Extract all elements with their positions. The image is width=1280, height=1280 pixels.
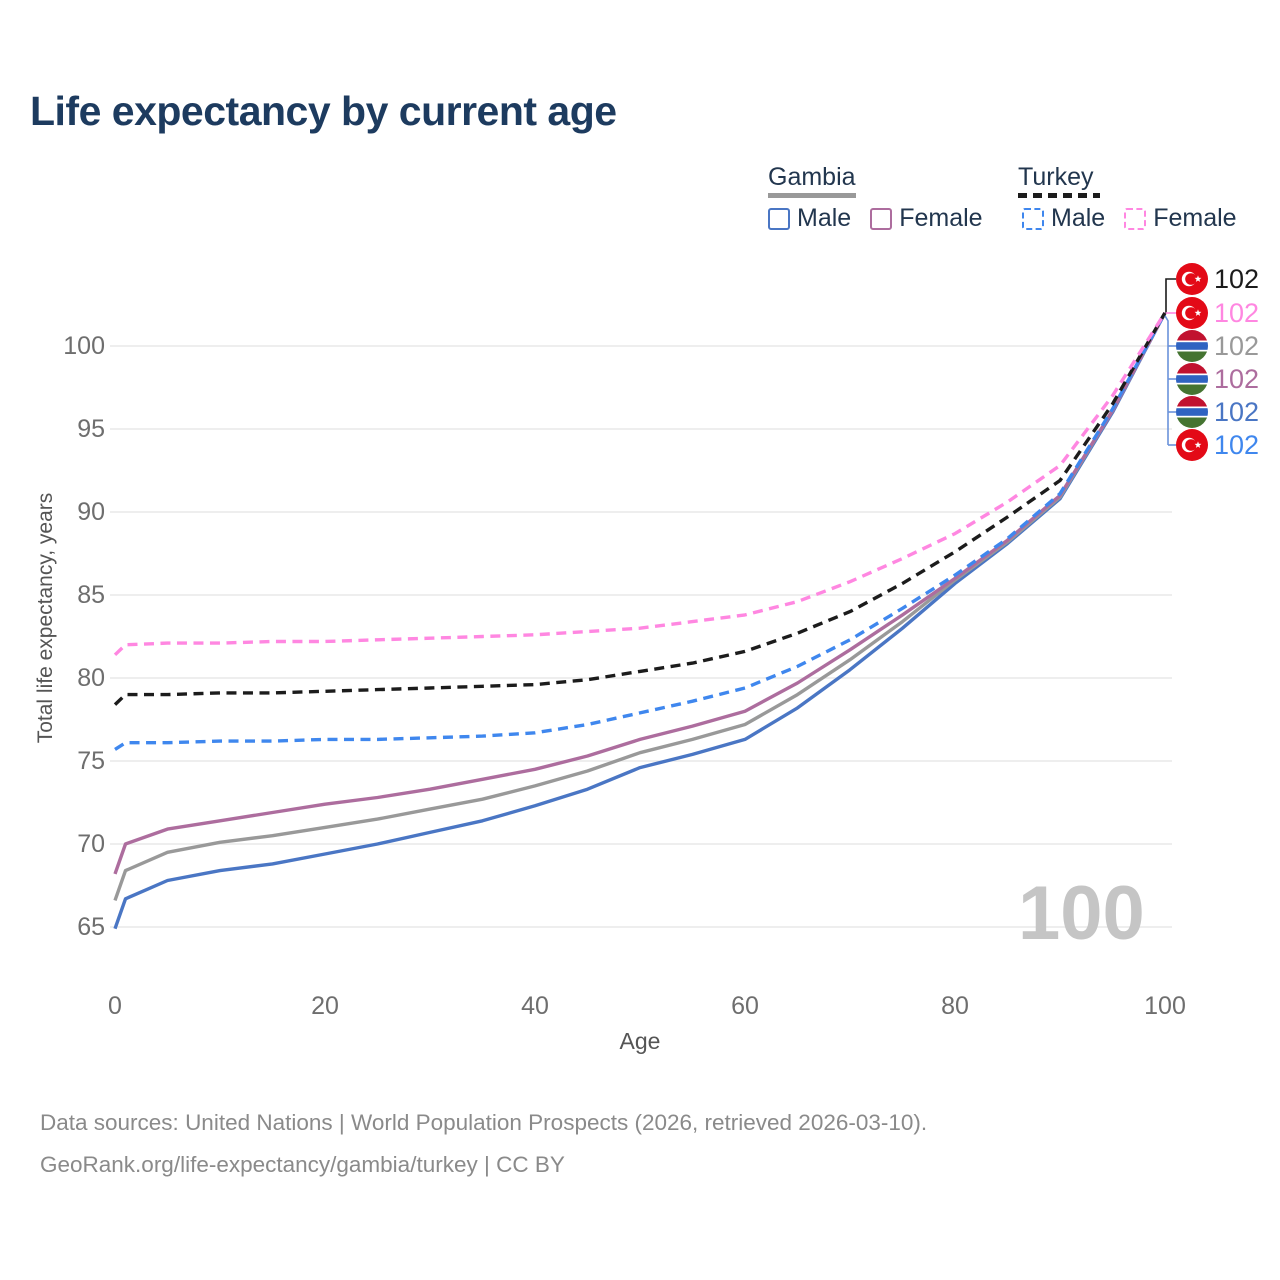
legend-row-turkey: Male Female <box>1022 204 1237 233</box>
age-counter-watermark: 100 <box>1018 871 1145 956</box>
y-tick-label: 85 <box>77 581 105 609</box>
source-line-2: GeoRank.org/life-expectancy/gambia/turke… <box>40 1152 565 1177</box>
connector-top <box>1165 278 1176 313</box>
turkey-male-swatch-icon[interactable] <box>1022 207 1044 230</box>
end-label-value: 102 <box>1214 331 1259 361</box>
legend-label-turkey-female[interactable]: Female <box>1153 204 1237 232</box>
x-tick-label: 60 <box>731 992 759 1020</box>
end-label-value: 102 <box>1214 397 1259 427</box>
x-tick-label: 40 <box>521 992 549 1020</box>
source-line-1: Data sources: United Nations | World Pop… <box>40 1110 928 1135</box>
legend-group-turkey[interactable]: Turkey <box>1018 163 1094 191</box>
series-turkey-male[interactable] <box>114 311 1167 751</box>
y-tick-label: 90 <box>77 498 105 526</box>
gambia-flag-icon <box>1176 396 1208 428</box>
legend-label-gambia-male[interactable]: Male <box>797 204 852 232</box>
end-label-value: 102 <box>1214 298 1259 328</box>
x-tick-label: 20 <box>311 992 339 1020</box>
y-axis-title: Total life expectancy, years <box>34 492 57 744</box>
gambia-flag-icon <box>1176 363 1208 395</box>
y-tick-label: 70 <box>77 830 105 858</box>
end-label-value: 102 <box>1214 264 1259 294</box>
end-label-value: 102 <box>1214 430 1259 460</box>
series-gambia-female[interactable] <box>113 311 1167 875</box>
y-tick-label: 65 <box>77 913 105 941</box>
connector-bracket <box>1164 315 1169 445</box>
gambia-male-swatch-icon[interactable] <box>768 207 790 230</box>
gambia-flag-icon <box>1176 330 1208 362</box>
legend-group-gambia[interactable]: Gambia <box>768 163 856 191</box>
y-tick-label: 95 <box>77 415 105 443</box>
legend-label-turkey-male[interactable]: Male <box>1051 204 1106 232</box>
x-axis-title: Age <box>619 1028 661 1054</box>
legend-row-gambia: Male Female <box>768 204 983 233</box>
y-tick-label: 100 <box>63 332 105 360</box>
end-label-value: 102 <box>1214 364 1259 394</box>
legend-underline-gambia <box>768 193 856 198</box>
page-title: Life expectancy by current age <box>30 88 617 134</box>
x-tick-label: 100 <box>1144 992 1186 1020</box>
turkey-flag-icon <box>1176 429 1208 461</box>
turkey-female-swatch-icon[interactable] <box>1124 207 1147 230</box>
turkey-flag-icon <box>1176 297 1208 329</box>
x-tick-label: 80 <box>941 992 969 1020</box>
gambia-female-swatch-icon[interactable] <box>870 207 893 230</box>
x-tick-label: 0 <box>108 992 122 1020</box>
y-tick-label: 80 <box>77 664 105 692</box>
legend-underline-turkey <box>1018 193 1100 198</box>
series-turkey-all[interactable] <box>113 311 1167 706</box>
legend-label-gambia-female[interactable]: Female <box>899 204 983 232</box>
turkey-flag-icon <box>1176 263 1208 295</box>
series-gambia-male[interactable] <box>113 312 1167 930</box>
y-tick-label: 75 <box>77 747 105 775</box>
series-turkey-female[interactable] <box>113 311 1167 657</box>
